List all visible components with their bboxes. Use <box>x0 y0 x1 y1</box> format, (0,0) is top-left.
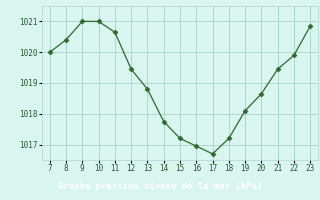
Text: Graphe pression niveau de la mer (hPa): Graphe pression niveau de la mer (hPa) <box>58 182 262 191</box>
